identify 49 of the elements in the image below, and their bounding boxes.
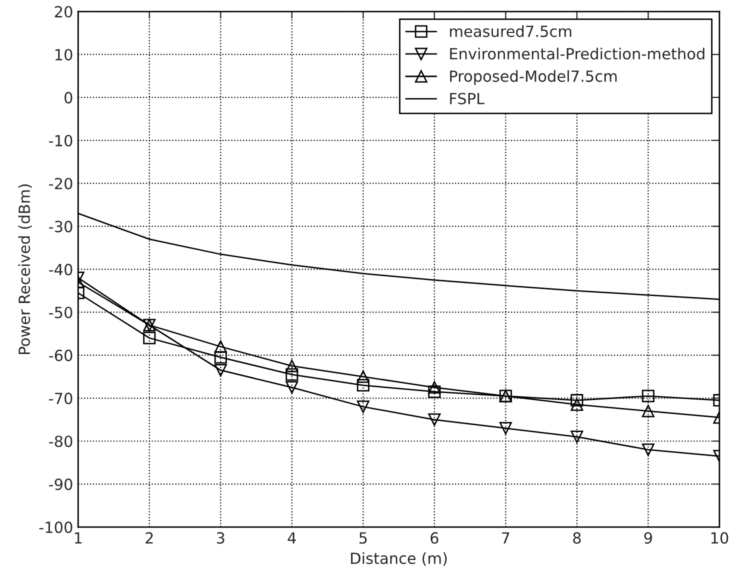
legend-label: Environmental-Prediction-method <box>450 48 704 60</box>
legend-label: Proposed-Model7.5cm <box>450 70 617 85</box>
point <box>214 364 227 376</box>
y-tick-label: -50 <box>49 306 72 318</box>
point <box>499 422 512 434</box>
x-tick-label: 1 <box>74 532 82 544</box>
y-tick-label: -60 <box>49 350 72 362</box>
point <box>642 443 654 456</box>
point <box>356 370 370 383</box>
point <box>286 381 298 394</box>
point <box>570 430 584 444</box>
y-tick-label: -40 <box>49 264 72 276</box>
point <box>286 368 298 381</box>
y-tick-label: 10 <box>55 48 72 60</box>
y-axis-title: Power Received (dBm) <box>18 184 32 354</box>
y-tick-label: -70 <box>49 392 72 404</box>
point <box>428 381 441 394</box>
point <box>214 351 227 364</box>
y-tick-label: -80 <box>49 436 72 448</box>
x-tick-label: 6 <box>430 532 438 544</box>
x-tick-label: 8 <box>573 532 581 544</box>
legend-label: FSPL <box>450 92 484 104</box>
point <box>570 394 584 407</box>
x-tick-label: 5 <box>359 532 367 544</box>
point <box>143 332 156 344</box>
y-tick-label: 20 <box>54 6 72 18</box>
x-axis-title: Distance (m) <box>351 552 447 566</box>
point <box>286 360 298 372</box>
x-tick-label: 2 <box>146 532 153 544</box>
y-tick-label: -10 <box>49 134 72 146</box>
point <box>428 413 441 426</box>
point <box>570 398 584 411</box>
point <box>356 379 370 392</box>
x-tick-label: 4 <box>288 532 296 544</box>
legend-label: measured7.5cm <box>450 25 572 38</box>
y-tick-label: 0 <box>64 92 72 104</box>
y-tick-label: -30 <box>49 220 72 232</box>
y-tick-label: -90 <box>49 478 72 490</box>
x-tick-label: 9 <box>644 532 652 544</box>
point <box>356 400 370 413</box>
point <box>214 340 227 353</box>
y-tick-label: -20 <box>49 178 72 190</box>
point <box>642 390 654 402</box>
x-tick-label: 3 <box>216 532 224 544</box>
x-tick-label: 7 <box>502 532 510 544</box>
point <box>642 404 654 418</box>
point <box>428 385 441 398</box>
x-tick-label: 10 <box>711 532 728 544</box>
y-tick-label: -100 <box>39 522 72 534</box>
